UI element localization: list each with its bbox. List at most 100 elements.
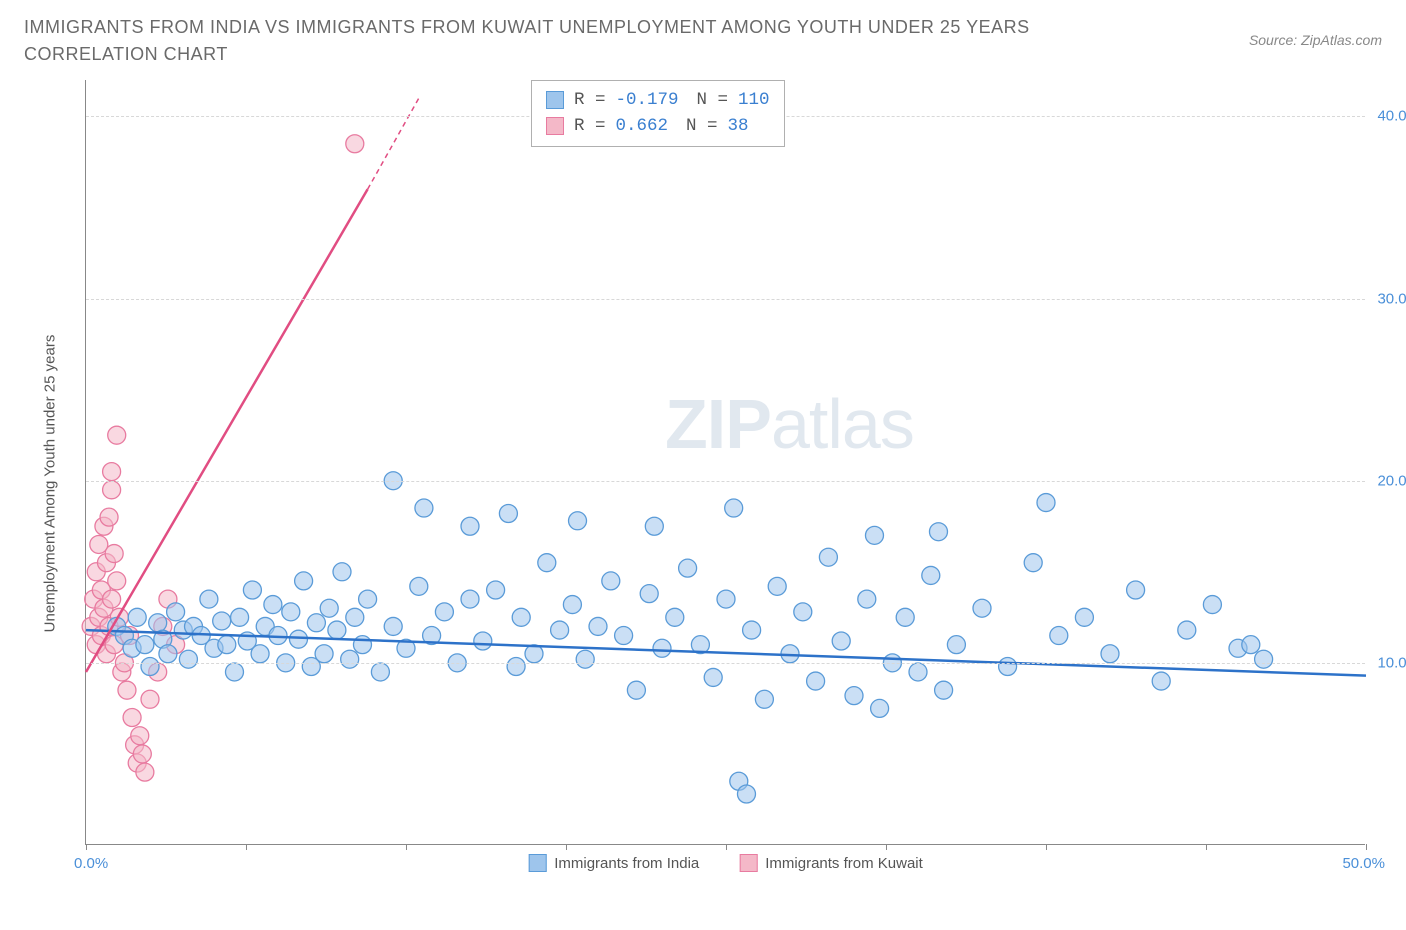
legend-swatch-india-icon xyxy=(528,854,546,872)
data-point xyxy=(717,590,735,608)
data-point xyxy=(999,658,1017,676)
data-point xyxy=(576,650,594,668)
data-point xyxy=(1203,596,1221,614)
data-point xyxy=(909,663,927,681)
data-point xyxy=(346,135,364,153)
data-point xyxy=(627,681,645,699)
data-point xyxy=(213,612,231,630)
data-point xyxy=(615,627,633,645)
data-point xyxy=(295,572,313,590)
data-point xyxy=(461,590,479,608)
data-point xyxy=(602,572,620,590)
chart-container: Unemployment Among Youth under 25 years … xyxy=(60,80,1380,870)
data-point xyxy=(1178,621,1196,639)
data-point xyxy=(128,608,146,626)
data-point xyxy=(353,636,371,654)
data-point xyxy=(103,481,121,499)
data-point xyxy=(371,663,389,681)
legend-swatch-india xyxy=(546,91,564,109)
data-point xyxy=(865,526,883,544)
data-point xyxy=(328,621,346,639)
data-point xyxy=(103,463,121,481)
data-point xyxy=(1255,650,1273,668)
data-point xyxy=(159,645,177,663)
data-point xyxy=(737,785,755,803)
data-point xyxy=(499,505,517,523)
data-point xyxy=(231,608,249,626)
data-point xyxy=(307,614,325,632)
data-point xyxy=(1101,645,1119,663)
data-point xyxy=(929,523,947,541)
data-point xyxy=(645,517,663,535)
data-point xyxy=(640,585,658,603)
data-point xyxy=(289,630,307,648)
data-point xyxy=(415,499,433,517)
trend-line xyxy=(86,630,1366,676)
data-point xyxy=(384,617,402,635)
data-point xyxy=(435,603,453,621)
data-point xyxy=(896,608,914,626)
data-point xyxy=(103,590,121,608)
data-point xyxy=(141,658,159,676)
x-axis-min: 0.0% xyxy=(74,855,108,872)
x-axis-max: 50.0% xyxy=(1342,855,1385,872)
data-point xyxy=(768,577,786,595)
data-point xyxy=(282,603,300,621)
data-point xyxy=(264,596,282,614)
data-point xyxy=(218,636,236,654)
data-point xyxy=(538,554,556,572)
data-point xyxy=(333,563,351,581)
data-point xyxy=(832,632,850,650)
source-label: Source: ZipAtlas.com xyxy=(1249,32,1382,48)
data-point xyxy=(947,636,965,654)
data-point xyxy=(679,559,697,577)
data-point xyxy=(487,581,505,599)
data-point xyxy=(474,632,492,650)
scatter-plot-svg xyxy=(86,80,1365,844)
data-point xyxy=(149,614,167,632)
data-point xyxy=(108,572,126,590)
data-point xyxy=(341,650,359,668)
data-point xyxy=(743,621,761,639)
data-point xyxy=(725,499,743,517)
data-point xyxy=(1127,581,1145,599)
data-point xyxy=(320,599,338,617)
data-point xyxy=(105,545,123,563)
data-point xyxy=(563,596,581,614)
legend-swatch-kuwait-icon xyxy=(739,854,757,872)
data-point xyxy=(858,590,876,608)
data-point xyxy=(1037,494,1055,512)
data-point xyxy=(935,681,953,699)
legend-row-kuwait: R = 0.662 N = 38 xyxy=(546,113,770,139)
data-point xyxy=(136,636,154,654)
data-point xyxy=(551,621,569,639)
legend-swatch-kuwait xyxy=(546,117,564,135)
data-point xyxy=(108,426,126,444)
trend-line-extrapolated xyxy=(368,98,419,189)
data-point xyxy=(666,608,684,626)
data-point xyxy=(461,517,479,535)
data-point xyxy=(131,727,149,745)
data-point xyxy=(819,548,837,566)
correlation-legend: R = -0.179 N = 110 R = 0.662 N = 38 xyxy=(531,80,785,147)
data-point xyxy=(100,508,118,526)
data-point xyxy=(167,603,185,621)
data-point xyxy=(315,645,333,663)
y-axis-label: Unemployment Among Youth under 25 years xyxy=(42,335,59,633)
data-point xyxy=(794,603,812,621)
data-point xyxy=(141,690,159,708)
data-point xyxy=(251,645,269,663)
y-tick-label: 10.0% xyxy=(1377,654,1406,671)
chart-title: IMMIGRANTS FROM INDIA VS IMMIGRANTS FROM… xyxy=(24,14,1124,68)
data-point xyxy=(653,639,671,657)
legend-item-kuwait: Immigrants from Kuwait xyxy=(739,854,923,872)
data-point xyxy=(807,672,825,690)
data-point xyxy=(346,608,364,626)
data-point xyxy=(704,668,722,686)
data-point xyxy=(225,663,243,681)
data-point xyxy=(133,745,151,763)
data-point xyxy=(1242,636,1260,654)
data-point xyxy=(1075,608,1093,626)
data-point xyxy=(123,709,141,727)
legend-row-india: R = -0.179 N = 110 xyxy=(546,87,770,113)
